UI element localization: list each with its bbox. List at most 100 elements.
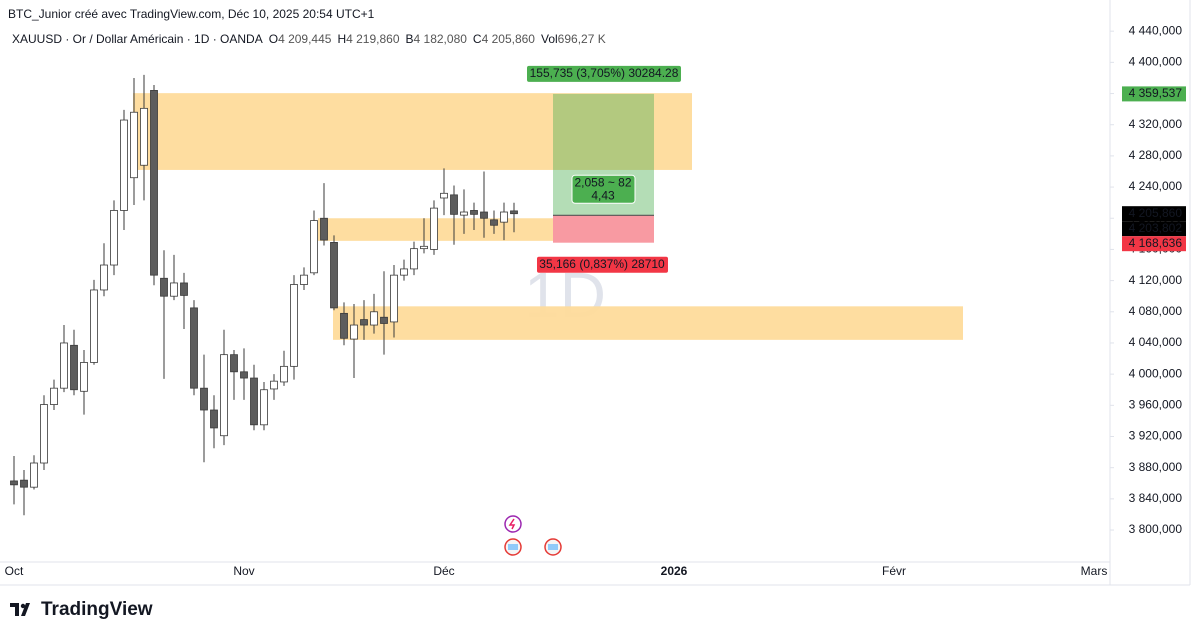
candle-body	[80, 362, 88, 392]
ratio-label: 4,43	[591, 188, 615, 202]
ohlc-value: 4 182,080	[414, 32, 468, 46]
ratio-label: 2,058 ~ 82	[574, 175, 631, 189]
candle-body	[90, 289, 98, 363]
candle-body	[380, 316, 388, 324]
price-tag	[1122, 206, 1186, 222]
candle-body	[420, 245, 428, 250]
candle-body	[350, 324, 358, 340]
y-tick-label: 4 080,000	[1129, 304, 1183, 318]
candle-body	[30, 462, 38, 488]
symbol: XAUUSD · Or / Dollar Américain · 1D · OA…	[12, 32, 263, 46]
x-tick-label: Déc	[433, 564, 454, 578]
event-icons	[504, 515, 562, 556]
y-tick-label: 4 320,000	[1129, 117, 1183, 131]
stop-area	[553, 215, 654, 243]
candle-body	[50, 387, 58, 405]
candle-body	[210, 409, 218, 429]
y-tick-label: 3 880,000	[1129, 460, 1183, 474]
ohlc-value: 4 219,860	[346, 32, 400, 46]
ohlc-key: C	[473, 32, 482, 46]
candle-body	[330, 242, 338, 309]
candle-body	[490, 219, 498, 226]
candle-body	[400, 268, 408, 276]
y-tick-label: 4 440,000	[1129, 23, 1183, 37]
candle-body	[60, 342, 68, 389]
y-tick-label: 4 120,000	[1129, 273, 1183, 287]
ohlc-value: 4 209,445	[278, 32, 332, 46]
candle-body	[310, 220, 318, 274]
candle-body	[100, 264, 108, 291]
candle-body	[410, 248, 418, 270]
x-tick-label: 2026	[661, 564, 688, 578]
y-tick-label: 4 400,000	[1129, 55, 1183, 69]
candle-body	[190, 307, 198, 389]
y-tick-label: 4 000,000	[1129, 366, 1183, 380]
candle-body	[40, 404, 48, 464]
candle-body	[150, 90, 158, 276]
candle-body	[470, 210, 478, 215]
price-tag	[1122, 236, 1186, 252]
stop-label: 35,166 (0,837%) 28710	[539, 257, 665, 271]
y-tick-label: 3 920,000	[1129, 429, 1183, 443]
symbol-line: XAUUSD · Or / Dollar Américain · 1D · OA…	[12, 32, 606, 46]
ohlc-key: O	[269, 32, 278, 46]
candle-body	[20, 479, 28, 488]
candle-body	[270, 380, 278, 390]
price-tag	[1122, 86, 1186, 102]
logo: TradingView	[10, 599, 153, 620]
candle-body	[180, 282, 188, 296]
candle-body	[450, 194, 458, 215]
candle-body	[160, 277, 168, 297]
y-tick-label: 3 800,000	[1129, 522, 1183, 536]
candle-body	[230, 354, 238, 373]
candle-body	[120, 119, 128, 211]
candle-body	[340, 312, 348, 339]
zone	[333, 306, 963, 340]
logo-dot	[20, 603, 26, 609]
x-tick-label: Mars	[1081, 564, 1108, 578]
x-tick-label: Nov	[233, 564, 254, 578]
candle-body	[110, 210, 118, 266]
ohlc-value: 696,27 K	[558, 32, 606, 46]
candle-body	[250, 377, 258, 426]
x-tick-label: Oct	[5, 564, 24, 578]
ohlc-key: B	[406, 32, 414, 46]
event-icon-bolt	[508, 518, 516, 530]
ohlc-key: Vol	[541, 32, 558, 46]
ohlc-value: 4 205,860	[482, 32, 536, 46]
logo-text: TradingView	[41, 599, 153, 620]
candle-body	[170, 282, 178, 297]
target-label: 155,735 (3,705%) 30284.28	[530, 66, 679, 80]
y-tick-label: 3 840,000	[1129, 491, 1183, 505]
candle-body	[370, 311, 378, 326]
ohlc-key: H	[337, 32, 346, 46]
candle-body	[70, 344, 78, 391]
candle-body	[10, 480, 18, 486]
flag-icon	[508, 544, 518, 550]
candle-body	[200, 387, 208, 411]
stop-label-bg	[537, 256, 668, 273]
price-tag-label: 4 205,860	[1129, 206, 1183, 220]
candle-body	[440, 192, 448, 199]
target-label-bg	[527, 65, 681, 82]
candle-body	[320, 217, 328, 241]
candle-body	[300, 274, 308, 285]
candle-body	[480, 211, 488, 219]
y-tick-label: 4 240,000	[1129, 179, 1183, 193]
y-tick-label: 3 960,000	[1129, 397, 1183, 411]
candle-body	[510, 210, 518, 215]
candle-body	[240, 371, 248, 379]
zone	[133, 93, 692, 170]
price-tag-label: 4 168,636	[1129, 236, 1183, 250]
flag-icon	[548, 544, 558, 550]
price-tag-label: 4 203,802	[1129, 221, 1183, 235]
candle-body	[360, 319, 368, 326]
candle-body	[220, 354, 228, 437]
price-tag-label: 4 359,537	[1129, 86, 1183, 100]
candle-body	[280, 365, 288, 383]
candle-body	[500, 211, 508, 223]
y-tick-label: 4 280,000	[1129, 148, 1183, 162]
candle-body	[460, 211, 468, 216]
y-tick-label: 4 040,000	[1129, 335, 1183, 349]
price-tag	[1122, 221, 1186, 237]
